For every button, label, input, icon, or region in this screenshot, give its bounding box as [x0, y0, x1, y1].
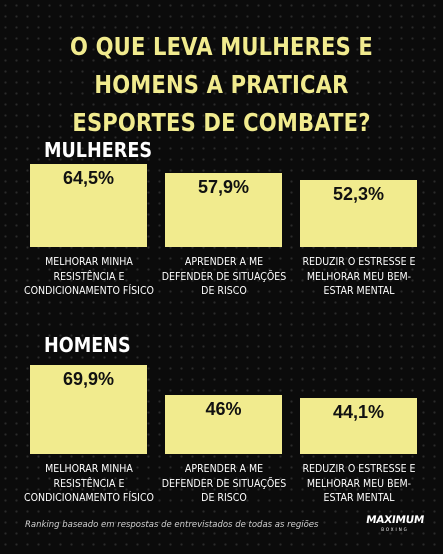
category-label-line: CONDICIONAMENTO FÍSICO: [23, 492, 154, 504]
category-label-line: ESTAR MENTAL: [322, 285, 395, 297]
data-label: 57,9%: [197, 177, 250, 197]
bar: 64,5%: [30, 164, 147, 247]
data-label: 44,1%: [332, 402, 385, 422]
bar: 57,9%: [165, 173, 282, 247]
category-label: APRENDER A ME DEFENDER DE SITUAÇÕES DE RIS…: [156, 255, 291, 299]
section-label-mulheres: MULHERES: [44, 138, 153, 162]
category-label-line: CONDICIONAMENTO FÍSICO: [23, 285, 154, 297]
category-label-line: APRENDER A ME: [184, 256, 263, 268]
category-label-line: DE RISCO: [200, 492, 247, 504]
footnote: Ranking baseado em respostas de entrevis…: [25, 520, 319, 530]
category-label-line: DEFENDER DE SITUAÇÕES: [161, 477, 286, 490]
category-label-line: MELHORAR MEU BEM-: [306, 477, 411, 490]
category-label: MELHORAR MINHA RESISTÊNCIA E CONDICIONAMEN…: [21, 255, 156, 299]
category-label: REDUZIR O ESTRESSE E MELHORAR MEU BEM- EST…: [291, 255, 426, 299]
maximum-boxing-logo: MAXIMUM BOXING: [365, 514, 425, 532]
category-label-line: APRENDER A ME: [184, 463, 263, 475]
logo-sub-text: BOXING: [381, 527, 409, 532]
page-title: O QUE LEVA MULHERES E HOMENS A PRATICAR …: [69, 32, 373, 137]
category-label-line: MELHORAR MEU BEM-: [306, 270, 411, 283]
bar: 52,3%: [300, 180, 417, 247]
data-label: 52,3%: [332, 184, 385, 204]
bar: 46%: [165, 395, 282, 454]
category-label: REDUZIR O ESTRESSE E MELHORAR MEU BEM- EST…: [291, 462, 426, 506]
category-label-line: REDUZIR O ESTRESSE E: [301, 256, 416, 268]
bar: 69,9%: [30, 365, 147, 454]
logo-main-text: MAXIMUM: [365, 514, 425, 526]
category-label-line: RESISTÊNCIA E: [53, 270, 124, 283]
section-label-homens: HOMENS: [44, 333, 131, 357]
category-label: MELHORAR MINHA RESISTÊNCIA E CONDICIONAMEN…: [21, 462, 156, 506]
bar: 44,1%: [300, 398, 417, 454]
category-label-line: MELHORAR MINHA: [44, 463, 133, 475]
category-label-line: REDUZIR O ESTRESSE E: [301, 463, 416, 475]
category-label-line: DE RISCO: [200, 285, 247, 297]
category-label-line: ESTAR MENTAL: [322, 492, 395, 504]
data-label: 69,9%: [62, 369, 115, 389]
category-label: APRENDER A ME DEFENDER DE SITUAÇÕES DE RIS…: [156, 462, 291, 506]
category-label-line: RESISTÊNCIA E: [53, 477, 124, 490]
data-label: 64,5%: [62, 168, 115, 188]
category-label-line: MELHORAR MINHA: [44, 256, 133, 268]
data-label: 46%: [205, 399, 242, 419]
category-label-line: DEFENDER DE SITUAÇÕES: [161, 270, 286, 283]
